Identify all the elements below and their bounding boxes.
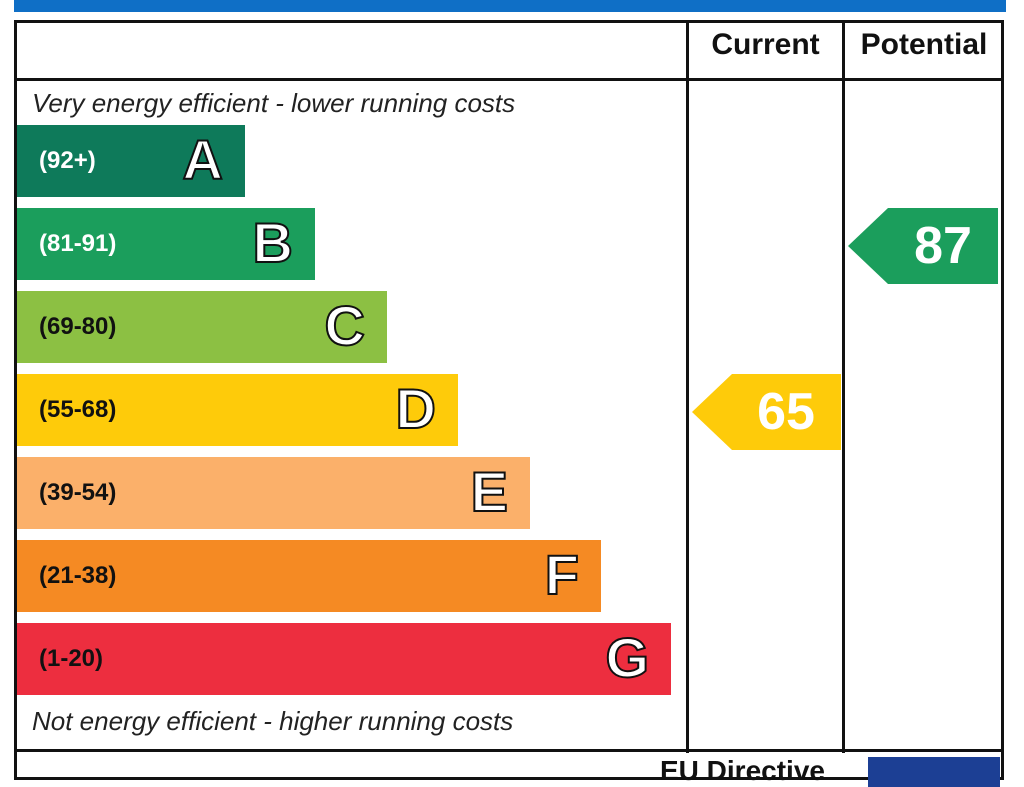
band-range-label: (21-38) [39,562,117,589]
footer-divider [14,749,1004,752]
potential-column-header: Potential [860,28,988,61]
top-accent-bar [14,0,1006,12]
rating-value: 87 [914,217,972,275]
rating-arrow-shape [848,208,998,284]
band-range-label: (69-80) [39,313,117,340]
band-range-label: (81-91) [39,230,117,257]
eu-flag-icon [868,757,1000,787]
band-letter: F [544,542,580,607]
column-divider-potential [842,20,845,753]
header-divider [14,78,1004,81]
footer-label: EU Directive [660,755,825,786]
current-column-header: Current [711,28,820,61]
potential-rating-arrow: 87 [848,208,998,284]
band-a: (92+) A [17,125,245,197]
band-f: (21-38) F [17,540,601,612]
rating-arrow-shape [692,374,841,450]
band-g: (1-20) G [17,623,671,695]
band-c: (69-80) C [17,291,387,363]
rating-value: 65 [757,383,815,441]
band-letter: G [604,625,650,690]
current-rating-arrow: 65 [692,374,841,450]
top-caption: Very energy efficient - lower running co… [32,88,516,118]
band-range-label: (1-20) [39,645,104,672]
band-e: (39-54) E [17,457,530,529]
band-b: (81-91) B [17,208,315,280]
bottom-caption: Not energy efficient - higher running co… [32,706,514,736]
band-range-label: (55-68) [39,396,117,423]
band-letter: C [324,293,366,358]
band-letter: D [395,376,437,441]
band-d: (55-68) D [17,374,458,446]
band-letter: B [252,210,294,275]
band-range-label: (39-54) [39,479,117,506]
column-divider-current [686,20,689,753]
band-range-label: (92+) [39,147,96,174]
band-letter: E [470,459,509,524]
band-letter: A [182,127,224,192]
